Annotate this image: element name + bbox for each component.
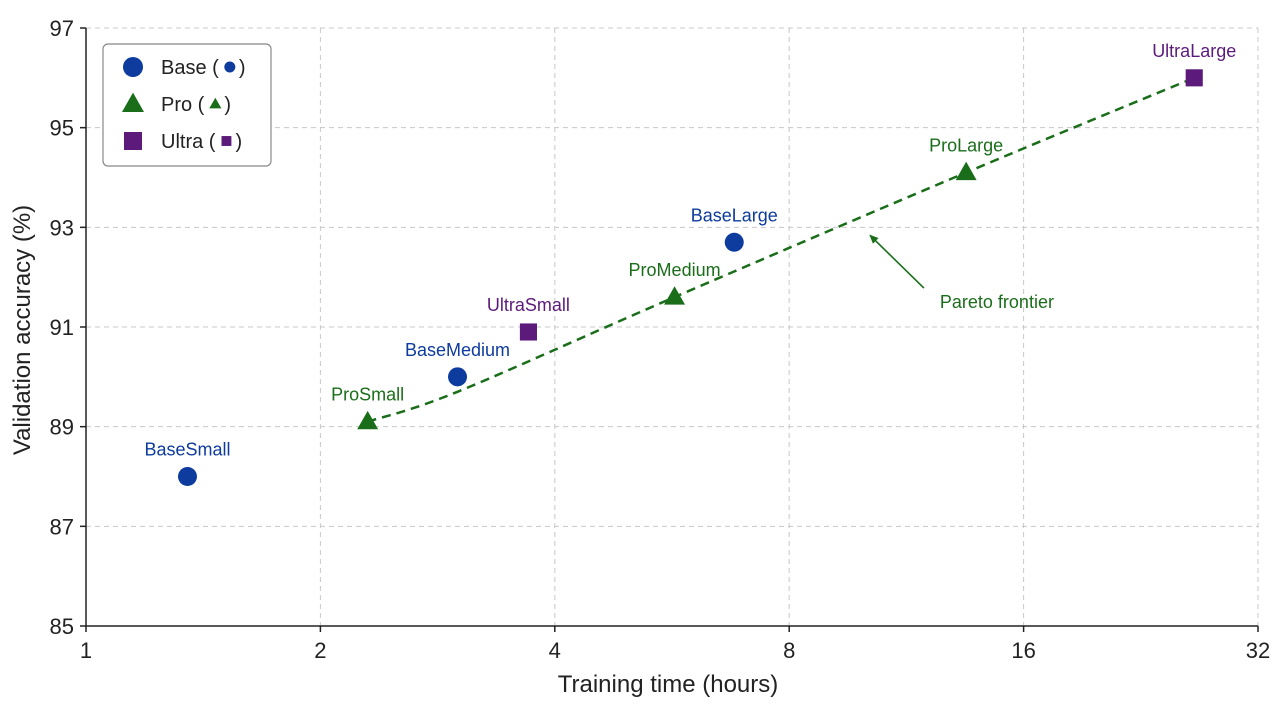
legend-label-Base: Base (: [161, 57, 219, 79]
point-label: ProMedium: [629, 260, 721, 280]
x-tick-label: 1: [80, 638, 92, 663]
tick-labels: 1 2 4 8 16 32 85 87 89 91 93 95 97: [50, 16, 1271, 663]
y-tick-label: 97: [50, 16, 74, 41]
point-ProSmall: [357, 410, 379, 430]
legend-suffix: ): [239, 57, 246, 79]
y-axis-title: Validation accuracy (%): [9, 205, 36, 455]
x-tick-label: 2: [314, 638, 326, 663]
legend-box: [102, 43, 272, 167]
pareto-frontier-line: [367, 76, 1195, 423]
legend-marker-Ultra: [124, 132, 142, 150]
legend-label-Pro: Pro (: [161, 94, 205, 116]
x-tick-label: 8: [783, 638, 795, 663]
legend: Base () Pro () Ultra (): [102, 43, 272, 167]
point-BaseSmall: [177, 467, 197, 486]
annotation-text: Pareto frontier: [940, 292, 1054, 312]
x-axis-title: Training time (hours): [558, 671, 779, 698]
point-ProMedium: [664, 286, 686, 305]
point-label: BaseLarge: [691, 205, 778, 225]
legend-suffix: ): [224, 94, 231, 116]
y-tick-label: 91: [50, 315, 74, 340]
data-points: [177, 69, 1203, 486]
legend-mini-marker-Base: [224, 61, 236, 73]
legend-suffix: ): [235, 131, 242, 153]
point-label: UltraLarge: [1152, 41, 1236, 61]
point-BaseLarge: [724, 232, 744, 252]
point-BaseMedium: [448, 367, 468, 387]
pareto-frontier: [367, 76, 1195, 423]
x-tick-label: 4: [549, 638, 561, 663]
y-tick-label: 87: [50, 514, 74, 539]
point-label: ProLarge: [929, 136, 1003, 156]
annotation-arrow: [869, 234, 925, 289]
point-ProLarge: [955, 161, 977, 181]
point-label: ProSmall: [331, 385, 404, 405]
legend-label-Ultra: Ultra (: [161, 131, 216, 153]
y-tick-label: 85: [50, 614, 74, 639]
x-tick-label: 16: [1011, 638, 1035, 663]
annotations: Pareto frontier: [869, 234, 1054, 312]
legend-mini-marker-Pro: [209, 97, 222, 109]
legend-mini-marker-Ultra: [221, 136, 232, 146]
point-labels: BaseSmall BaseMedium BaseLarge ProSmall ProM…: [144, 41, 1236, 460]
legend-marker-Pro: [122, 92, 144, 112]
x-tick-label: 32: [1246, 638, 1270, 663]
point-label: UltraSmall: [487, 295, 570, 315]
legend-marker-Base: [123, 57, 143, 77]
point-UltraLarge: [1185, 69, 1203, 87]
y-tick-label: 89: [50, 415, 74, 440]
y-tick-label: 93: [50, 215, 74, 240]
point-label: BaseSmall: [144, 440, 230, 460]
point-label: BaseMedium: [405, 340, 510, 360]
y-tick-label: 95: [50, 116, 74, 141]
point-UltraSmall: [519, 323, 537, 341]
